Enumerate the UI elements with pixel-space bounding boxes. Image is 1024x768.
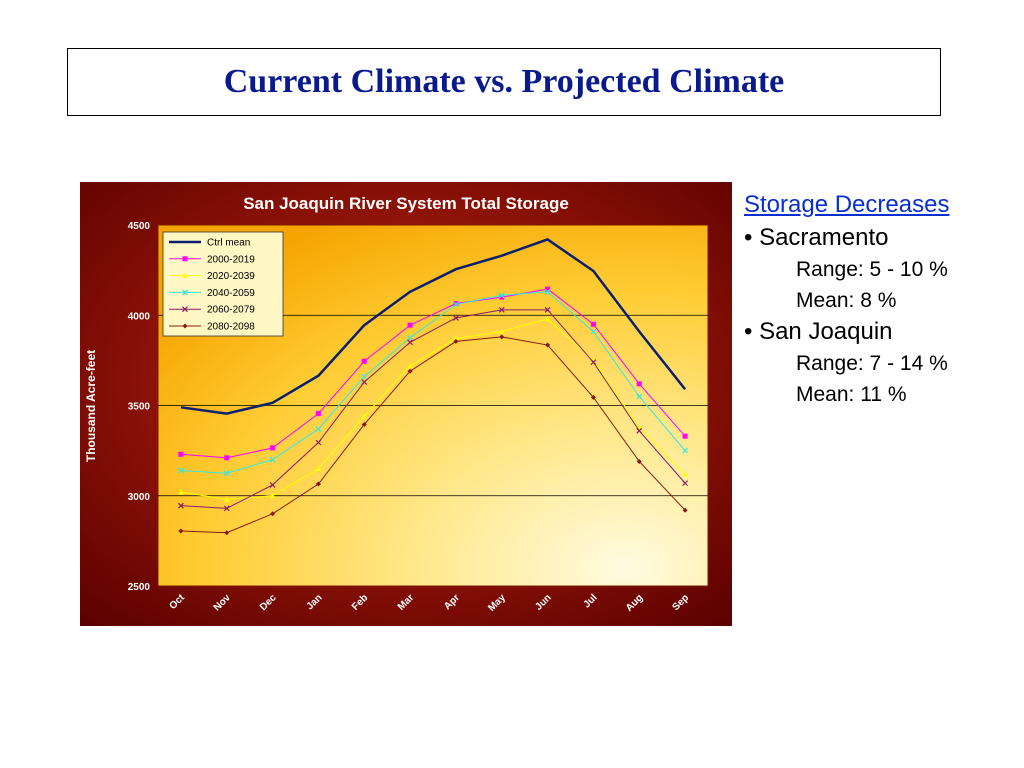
- data-point: [545, 315, 551, 322]
- data-point: [407, 334, 414, 341]
- series-line: [180, 288, 686, 459]
- data-point: [636, 393, 643, 400]
- data-point: [361, 373, 368, 380]
- data-point: [682, 433, 688, 439]
- data-point: [498, 292, 505, 299]
- series-line: [180, 318, 686, 500]
- data-point: [452, 301, 459, 308]
- data-point: [361, 421, 367, 427]
- data-point: [682, 471, 688, 477]
- data-point: [223, 505, 230, 512]
- series-line: [180, 238, 687, 415]
- data-point: [636, 381, 642, 387]
- data-point: [682, 480, 689, 487]
- series-line: [180, 309, 686, 509]
- data-point: [636, 458, 642, 464]
- storage-chart: San Joaquin River System Total Storage T…: [80, 182, 732, 626]
- data-point: [182, 323, 188, 329]
- data-point: [315, 481, 321, 487]
- data-point: [315, 439, 322, 446]
- data-point: [544, 306, 551, 313]
- data-point: [407, 322, 413, 328]
- chart-svg: San Joaquin River System Total Storage T…: [80, 182, 732, 626]
- data-point: [270, 445, 276, 451]
- data-point: [178, 528, 184, 534]
- y-axis-label: Thousand Acre-feet: [84, 350, 98, 462]
- legend-label: 2040-2059: [207, 288, 255, 299]
- data-point: [177, 467, 184, 474]
- data-point: [545, 286, 551, 292]
- data-point: [361, 358, 367, 364]
- data-point: [182, 306, 188, 313]
- bullet-sacramento: • Sacramento: [744, 224, 889, 251]
- legend-label: 2020-2039: [207, 271, 255, 282]
- data-point: [590, 394, 596, 400]
- data-point: [407, 368, 413, 374]
- data-point: [269, 456, 276, 463]
- series-line: [180, 336, 686, 534]
- chart-legend: Ctrl mean 2000-2019 2020-2039 2040-2059 2060…: [162, 231, 284, 337]
- sacramento-mean: Mean: 8 %: [796, 289, 897, 312]
- data-point: [407, 362, 413, 369]
- data-point: [270, 511, 276, 517]
- data-point: [499, 328, 505, 334]
- data-point: [361, 413, 367, 419]
- data-point: [178, 489, 184, 495]
- slide-title-box: Current Climate vs. Projected Climate: [67, 48, 941, 116]
- data-point: [545, 342, 551, 348]
- chart-title: San Joaquin River System Total Storage: [243, 194, 569, 213]
- data-point: [182, 272, 188, 279]
- data-point: [590, 359, 597, 366]
- san-joaquin-range: Range: 7 - 14 %: [796, 352, 948, 375]
- data-point: [544, 288, 551, 295]
- legend-label: Ctrl mean: [207, 238, 250, 249]
- data-point: [407, 339, 414, 346]
- data-point: [178, 451, 184, 457]
- data-point: [590, 328, 597, 335]
- sacramento-range: Range: 5 - 10 %: [796, 258, 948, 281]
- series-line: [180, 291, 686, 474]
- san-joaquin-mean: Mean: 11 %: [796, 383, 907, 406]
- data-point: [499, 334, 505, 340]
- notes-panel: Storage Decreases • Sacramento Range: 5 …: [744, 188, 1014, 410]
- data-point: [452, 315, 459, 321]
- data-point: [453, 338, 459, 344]
- data-point: [182, 289, 188, 296]
- data-point: [223, 470, 230, 477]
- data-point: [224, 496, 230, 502]
- y-tick-label: 3500: [128, 402, 151, 413]
- data-point: [270, 492, 276, 499]
- legend-box: [162, 231, 284, 337]
- legend-label: 2080-2098: [207, 322, 255, 333]
- data-point: [224, 455, 230, 461]
- data-point: [636, 427, 643, 434]
- data-point: [315, 426, 322, 432]
- data-point: [177, 502, 184, 509]
- data-point: [682, 507, 688, 513]
- data-point: [453, 301, 459, 307]
- data-point: [224, 530, 230, 536]
- data-point: [269, 481, 276, 488]
- slide-title: Current Climate vs. Projected Climate: [223, 63, 785, 100]
- legend-label: 2060-2079: [207, 305, 255, 316]
- data-point: [499, 294, 505, 300]
- notes-heading-link[interactable]: Storage Decreases: [744, 191, 950, 218]
- data-point: [590, 321, 596, 327]
- data-point: [361, 379, 368, 385]
- data-point: [498, 306, 505, 313]
- bullet-san-joaquin: • San Joaquin: [744, 318, 893, 345]
- legend-label: 2000-2019: [207, 254, 255, 265]
- y-tick-label: 4000: [128, 311, 151, 322]
- data-point: [182, 256, 188, 262]
- data-point: [682, 447, 689, 454]
- data-point: [315, 465, 321, 472]
- y-tick-label: 3000: [128, 492, 151, 503]
- data-point: [315, 411, 321, 417]
- y-tick-label: 4500: [128, 221, 151, 232]
- y-tick-label: 2500: [128, 582, 151, 593]
- data-point: [453, 335, 459, 342]
